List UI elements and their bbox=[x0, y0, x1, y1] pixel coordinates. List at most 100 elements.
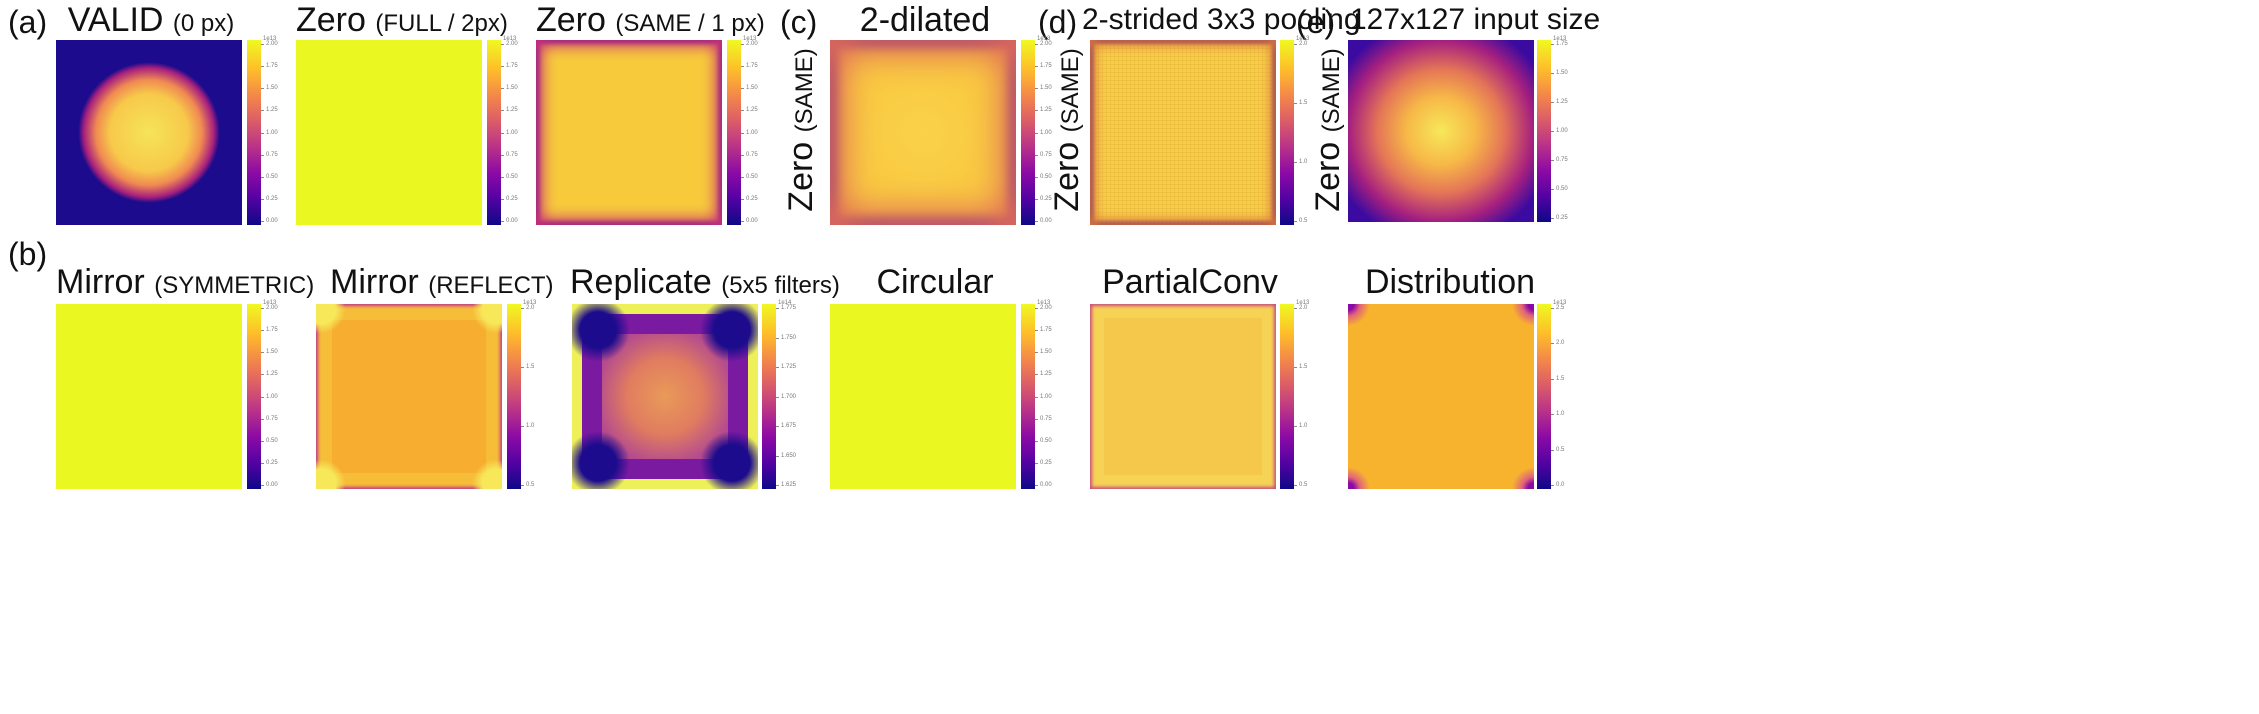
colorbar-tick-label: 1.5 bbox=[1299, 100, 1308, 106]
title-2-dilated: 2-dilated bbox=[859, 1, 991, 39]
colorbar-tick-mark bbox=[776, 308, 779, 309]
row-label-zero-same-e: Zero (SAME) bbox=[1309, 48, 1347, 212]
colorbar-tick-mark bbox=[1551, 308, 1554, 309]
colorbar-tick-label: 0.0 bbox=[1556, 482, 1565, 488]
colorbar-exponent: 1e13 bbox=[523, 300, 537, 306]
colorbar-tick-mark bbox=[741, 221, 744, 222]
colorbar-tick-label: 1.50 bbox=[266, 349, 278, 355]
colorbar-tick-label: 0.50 bbox=[746, 174, 758, 180]
colorbar-tick-label: 0.75 bbox=[266, 416, 278, 422]
colorbar-tick-label: 1.75 bbox=[1556, 41, 1568, 47]
colorbar-exponent: 1e14 bbox=[778, 300, 792, 306]
colorbar-tick-mark bbox=[1035, 308, 1038, 309]
title-zero-full: Zero (FULL / 2px) bbox=[296, 1, 508, 39]
colorbar-tick-label: 1.00 bbox=[266, 394, 278, 400]
colorbar-tick-label: 0.00 bbox=[1040, 218, 1052, 224]
heatmap-replicate bbox=[572, 304, 758, 489]
colorbar-tick-label: 1.50 bbox=[266, 85, 278, 91]
colorbar-tick-mark bbox=[261, 397, 264, 398]
colorbar-tick-mark bbox=[1035, 485, 1038, 486]
colorbar-tick-label: 1.750 bbox=[781, 335, 797, 341]
colorbar-tick-label: 0.5 bbox=[1556, 447, 1565, 453]
colorbar-tick-label: 1.0 bbox=[1299, 423, 1308, 429]
colorbar-exponent: 1e13 bbox=[1553, 36, 1567, 42]
colorbar-tick-label: 0.00 bbox=[266, 482, 278, 488]
colorbar-tick-mark bbox=[1551, 189, 1554, 190]
colorbar-tick-mark bbox=[1035, 352, 1038, 353]
colorbar-tick-label: 1.50 bbox=[746, 85, 758, 91]
colorbar-tick-mark bbox=[1294, 485, 1297, 486]
colorbar-tick-mark bbox=[1035, 330, 1038, 331]
title-127-input: 127x127 input size bbox=[1350, 3, 1601, 36]
heatmap-2-strided bbox=[1090, 40, 1276, 225]
colorbar-tick-label: 2.0 bbox=[1299, 305, 1308, 311]
colorbar-tick-mark bbox=[1035, 133, 1038, 134]
colorbar-tick-mark bbox=[1551, 414, 1554, 415]
colorbar-tick-mark bbox=[1035, 44, 1038, 45]
row-label-zero-same-c: Zero (SAME) bbox=[782, 48, 820, 212]
colorbar-tick-mark bbox=[776, 485, 779, 486]
colorbar-tick-label: 2.0 bbox=[1299, 41, 1308, 47]
colorbar-tick-label: 1.25 bbox=[266, 107, 278, 113]
colorbar-tick-label: 1.25 bbox=[506, 107, 518, 113]
colorbar-tick-mark bbox=[1035, 177, 1038, 178]
colorbar-tick-label: 1.5 bbox=[526, 364, 535, 370]
colorbar-tick-label: 0.75 bbox=[1040, 152, 1052, 158]
colorbar-tick-mark bbox=[261, 441, 264, 442]
colorbar-tick-mark bbox=[741, 66, 744, 67]
colorbar-tick-mark bbox=[1294, 103, 1297, 104]
panel-label-e: (e) bbox=[1296, 4, 1336, 40]
colorbar-tick-label: 0.25 bbox=[746, 196, 758, 202]
colorbar-tick-label: 1.75 bbox=[1040, 63, 1052, 69]
colorbar-tick-mark bbox=[1551, 160, 1554, 161]
colorbar-tick-mark bbox=[261, 44, 264, 45]
colorbar-tick-mark bbox=[501, 155, 504, 156]
colorbar-tick-mark bbox=[741, 88, 744, 89]
colorbar-tick-label: 1.50 bbox=[1556, 70, 1568, 76]
colorbar-tick-mark bbox=[261, 199, 264, 200]
colorbar-tick-label: 1.50 bbox=[1040, 349, 1052, 355]
colorbar-tick-mark bbox=[1551, 102, 1554, 103]
colorbar-tick-mark bbox=[261, 110, 264, 111]
colorbar-exponent: 1e13 bbox=[1553, 300, 1567, 306]
colorbar-tick-label: 0.25 bbox=[1556, 215, 1568, 221]
panel-label-d: (d) bbox=[1038, 4, 1078, 40]
colorbar-exponent: 1e13 bbox=[1037, 300, 1051, 306]
colorbar-exponent: 1e13 bbox=[263, 300, 277, 306]
colorbar-tick-mark bbox=[521, 485, 524, 486]
colorbar-tick-label: 0.50 bbox=[506, 174, 518, 180]
colorbar-tick-mark bbox=[261, 419, 264, 420]
colorbar-tick-label: 1.0 bbox=[1299, 159, 1308, 165]
colorbar-tick-mark bbox=[501, 177, 504, 178]
colorbar-tick-label: 2.0 bbox=[1556, 340, 1565, 346]
colorbar-tick-label: 1.00 bbox=[1040, 130, 1052, 136]
title-distribution: Distribution bbox=[1364, 263, 1536, 301]
colorbar-tick-mark bbox=[1035, 221, 1038, 222]
colorbar-tick-label: 1.75 bbox=[266, 327, 278, 333]
colorbar-tick-label: 1.00 bbox=[266, 130, 278, 136]
colorbar-tick-label: 1.75 bbox=[266, 63, 278, 69]
colorbar-tick-mark bbox=[501, 44, 504, 45]
colorbar-tick-mark bbox=[1035, 110, 1038, 111]
colorbar-tick-label: 0.00 bbox=[746, 218, 758, 224]
colorbar-tick-label: 0.5 bbox=[1299, 218, 1308, 224]
colorbar-tick-mark bbox=[521, 367, 524, 368]
colorbar-tick-mark bbox=[1551, 73, 1554, 74]
colorbar-tick-label: 0.25 bbox=[1040, 460, 1052, 466]
colorbar-tick-mark bbox=[261, 88, 264, 89]
colorbar-exponent: 1e13 bbox=[1296, 300, 1310, 306]
title-2-strided: 2-strided 3x3 pooling bbox=[1082, 3, 1361, 36]
colorbar-replicate bbox=[762, 304, 776, 489]
colorbar-tick-mark bbox=[261, 330, 264, 331]
colorbar-tick-label: 1.25 bbox=[1040, 107, 1052, 113]
colorbar-distribution bbox=[1537, 304, 1551, 489]
colorbar-tick-label: 2.5 bbox=[1556, 305, 1565, 311]
colorbar-tick-label: 1.75 bbox=[746, 63, 758, 69]
colorbar-circular bbox=[1021, 304, 1035, 489]
colorbar-tick-label: 1.75 bbox=[506, 63, 518, 69]
colorbar-tick-label: 1.25 bbox=[266, 371, 278, 377]
row-label-zero-same-d: Zero (SAME) bbox=[1048, 48, 1086, 212]
heatmap-mirror-reflect bbox=[316, 304, 502, 489]
colorbar-tick-mark bbox=[741, 199, 744, 200]
colorbar-tick-mark bbox=[776, 367, 779, 368]
